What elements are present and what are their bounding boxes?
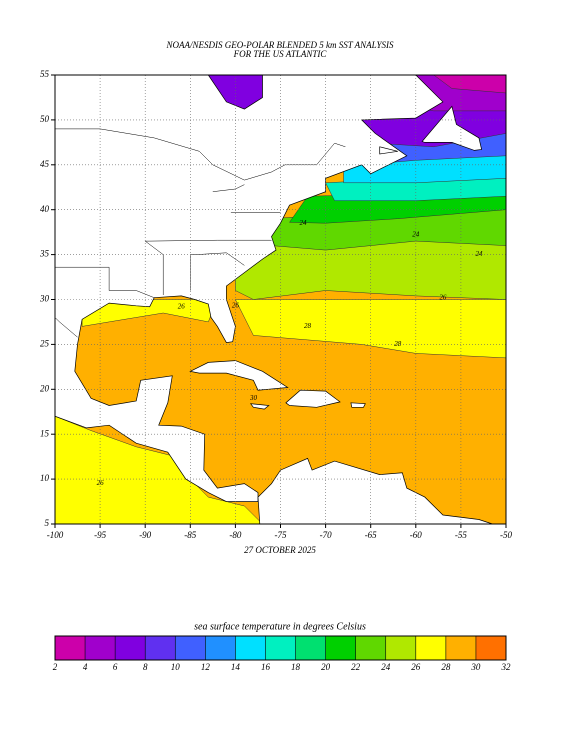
y-tick-label: 45 [40, 159, 50, 169]
colorbar: 2 4 6 8 10 12 14 16 18 20 22 24 26 28 30 32 [53, 635, 512, 672]
colorbar-segment [475, 636, 506, 660]
x-tick-label: -50 [500, 530, 512, 540]
contour-label: 26 [232, 301, 240, 309]
contour-label: 26 [178, 302, 186, 310]
land [350, 402, 366, 408]
contour-label: 30 [249, 394, 258, 402]
x-tick-label: -95 [94, 530, 106, 540]
colorbar-tick-label: 2 [53, 662, 58, 672]
contour-label: 28 [304, 322, 312, 330]
colorbar-tick-label: 18 [291, 662, 301, 672]
colorbar-tick-label: 4 [83, 662, 88, 672]
colorbar-tick-label: 30 [470, 662, 481, 672]
colorbar-tick-label: 20 [321, 662, 331, 672]
border [144, 239, 272, 295]
contour-label: 28 [394, 340, 402, 348]
colorbar-tick-label: 14 [231, 662, 241, 672]
colorbar-segment [55, 636, 86, 660]
x-tick-label: -70 [320, 530, 332, 540]
colorbar-segment [295, 636, 326, 660]
colorbar-segment [205, 636, 236, 660]
date-label: 27 OCTOBER 2025 [244, 545, 316, 555]
land [379, 146, 398, 155]
x-tick-label: -60 [410, 530, 422, 540]
title-line: NOAA/NESDIS GEO-POLAR BLENDED 5 km SST A… [166, 40, 394, 50]
colorbar-tick-label: 6 [113, 662, 118, 672]
colorbar-tick-label: 28 [441, 662, 451, 672]
y-tick-label: 35 [39, 249, 50, 259]
colorbar-frame [54, 635, 507, 661]
colorbar-tick-label: 32 [501, 662, 512, 672]
border [55, 128, 346, 181]
y-tick-label: 30 [39, 294, 50, 304]
colorbar-tick-label: 10 [171, 662, 181, 672]
y-tick-label: 50 [40, 114, 50, 124]
colorbar-segment [355, 636, 386, 660]
colorbar-segment [445, 636, 476, 660]
land [285, 389, 341, 408]
colorbar-segment [265, 636, 296, 660]
colorbar-tick-label: 26 [411, 662, 421, 672]
colorbar-tick-label: 12 [201, 662, 211, 672]
x-tick-label: -90 [139, 530, 151, 540]
contour-label: 26 [439, 293, 447, 301]
map-frame [54, 74, 507, 525]
x-tick-label: -100 [47, 530, 64, 540]
colorbar-tick-label: 22 [351, 662, 361, 672]
y-tick-label: 15 [40, 428, 50, 438]
border [54, 317, 78, 338]
colorbar-segment [385, 636, 416, 660]
x-tick-label: -75 [275, 530, 287, 540]
y-tick-label: 55 [40, 69, 50, 79]
colorbar-segment [115, 636, 146, 660]
x-tick-label: -85 [184, 530, 196, 540]
x-tick-label: -65 [365, 530, 377, 540]
colorbar-segment [85, 636, 116, 660]
colorbar-tick-label: 16 [261, 662, 271, 672]
land [249, 403, 270, 410]
land [189, 360, 289, 391]
land [421, 105, 483, 151]
y-tick-label: 10 [40, 473, 50, 483]
colorbar-title: sea surface temperature in degrees Celsi… [194, 621, 366, 632]
x-tick-label: -55 [455, 530, 467, 540]
y-tick-label: 20 [40, 383, 50, 393]
colorbar-segment [235, 636, 266, 660]
colorbar-segment [175, 636, 206, 660]
colorbar-segment [145, 636, 176, 660]
colorbar-tick-label: 8 [143, 662, 148, 672]
colorbar-tick-label: 24 [381, 662, 391, 672]
colorbar-segment [325, 636, 356, 660]
y-tick-label: 25 [40, 338, 50, 348]
contour-label: 24 [300, 219, 308, 227]
y-tick-label: 5 [45, 518, 50, 528]
title-line: FOR THE US ATLANTIC [233, 49, 328, 59]
land [257, 457, 493, 525]
border [55, 266, 155, 298]
colorbar-segment [415, 636, 446, 660]
contour-label: 24 [475, 250, 483, 258]
y-tick-label: 40 [40, 204, 50, 214]
x-tick-label: -80 [229, 530, 241, 540]
